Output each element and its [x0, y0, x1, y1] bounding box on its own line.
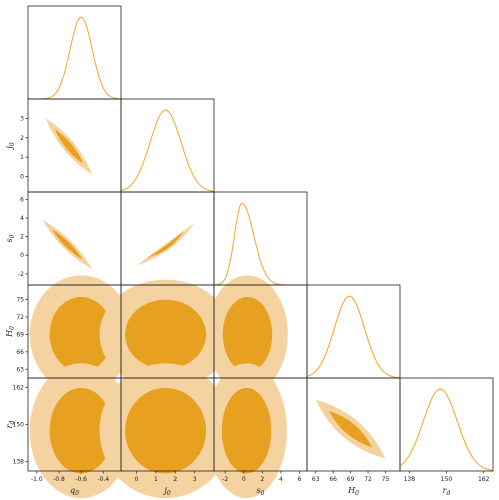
contour-panel-j0-rd	[99, 363, 232, 499]
y-axis-label-H0: H0	[5, 326, 16, 338]
x-tick-label: 63	[312, 476, 320, 483]
x-axis-label-rd: rd	[443, 486, 451, 497]
x-axis-label-s0: s0	[257, 486, 265, 497]
contour-1sigma	[54, 129, 84, 164]
y-tick-label: 72	[16, 314, 24, 321]
y-axis-label-j0: j0	[5, 142, 16, 150]
contour-1sigma	[49, 296, 113, 372]
x-tick-label: 6	[298, 476, 302, 483]
y-tick-label: 6	[20, 196, 24, 203]
x-tick-label: 0	[135, 476, 139, 483]
panel-frame	[120, 191, 215, 286]
x-tick-label: 1	[154, 476, 158, 483]
panel-frame	[120, 98, 215, 193]
y-tick-label: 2	[20, 234, 24, 241]
contour-1sigma	[222, 296, 273, 372]
contour-panel-q0-s0	[42, 219, 93, 270]
contour-1sigma	[328, 410, 373, 448]
panel-frame	[27, 5, 122, 100]
x-axis-label-H0: H0	[347, 486, 359, 497]
y-tick-label: 4	[20, 215, 24, 222]
panel-frame	[399, 377, 494, 472]
x-tick-label: 66	[329, 476, 337, 483]
marginal-H0	[306, 295, 401, 379]
y-tick-label: 69	[16, 331, 24, 338]
x-axis-label-q0: q0	[70, 486, 79, 497]
x-tick-label: -0.6	[75, 476, 87, 483]
y-tick-label: 63	[16, 366, 24, 373]
y-tick-label: 0	[20, 252, 24, 259]
y-tick-label: 3	[20, 115, 24, 122]
x-tick-label: 75	[382, 476, 390, 483]
x-tick-label: 150	[441, 476, 453, 483]
contour-panel-j0-H0	[99, 279, 232, 390]
contour-1sigma	[125, 299, 207, 370]
y-tick-label: 162	[13, 384, 25, 391]
x-tick-label: 2	[173, 476, 177, 483]
y-axis-label-rd: rd	[5, 421, 16, 429]
x-tick-label: 0	[242, 476, 246, 483]
x-tick-label: 69	[347, 476, 355, 483]
contour-1sigma	[125, 387, 207, 474]
contour-panel-s0-rd	[206, 363, 287, 499]
y-axis-label-s0: s0	[5, 234, 16, 242]
y-tick-label: 150	[13, 422, 25, 429]
x-tick-label: 162	[478, 476, 490, 483]
x-tick-label: -0.8	[53, 476, 65, 483]
y-tick-label: 66	[16, 349, 24, 356]
contour-panel-q0-j0	[45, 118, 93, 175]
x-tick-label: -1.0	[31, 476, 43, 483]
contour-1sigma	[49, 387, 113, 474]
x-axis-label-j0: j0	[162, 486, 170, 497]
contour-2sigma	[136, 222, 195, 266]
x-tick-label: 2	[260, 476, 264, 483]
marginal-q0	[28, 16, 122, 100]
x-tick-label: 4	[279, 476, 283, 483]
contour-1sigma	[221, 387, 272, 474]
x-tick-label: 72	[364, 476, 372, 483]
x-tick-label: -0.4	[97, 476, 109, 483]
contour-1sigma	[51, 229, 83, 260]
contour-panel-q0-rd	[29, 363, 133, 499]
y-tick-label: -2	[18, 271, 24, 278]
contour-panel-q0-H0	[29, 275, 133, 394]
x-tick-label: 138	[404, 476, 416, 483]
panel-frame	[27, 191, 122, 286]
y-tick-label: 0	[20, 174, 24, 181]
contour-panel-s0-H0	[207, 275, 288, 394]
x-tick-label: 3	[193, 476, 197, 483]
y-tick-label: 1	[20, 154, 24, 161]
contour-panel-j0-s0	[136, 222, 195, 266]
marginal-j0	[120, 109, 215, 192]
marginal-s0	[213, 202, 307, 286]
marginal-rd	[399, 388, 494, 471]
y-tick-label: 138	[13, 459, 25, 466]
contour-panel-H0-rd	[315, 399, 386, 459]
y-tick-label: 75	[16, 297, 24, 304]
x-tick-label: -2	[222, 476, 228, 483]
y-tick-label: 2	[20, 135, 24, 142]
